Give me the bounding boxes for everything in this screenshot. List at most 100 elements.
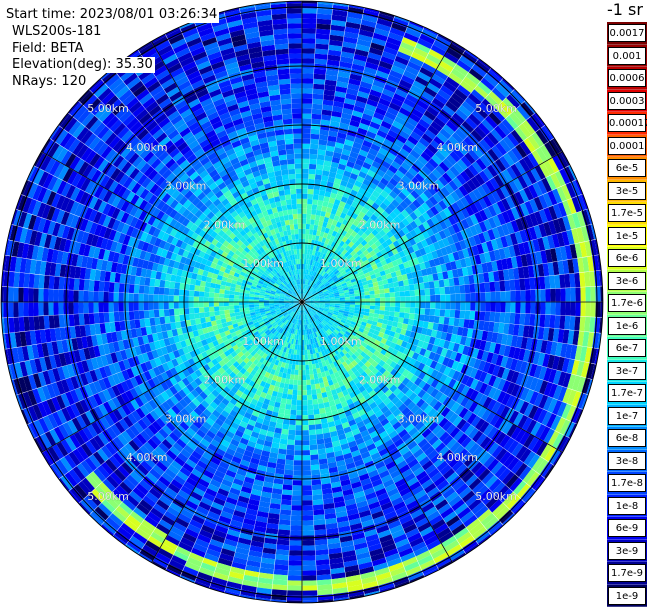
- range-gate: [306, 284, 309, 290]
- range-gate: [175, 424, 186, 435]
- range-gate: [158, 519, 173, 531]
- range-gate: [209, 586, 225, 593]
- range-gate: [295, 329, 298, 335]
- range-gate: [464, 193, 474, 205]
- range-gate: [169, 559, 185, 571]
- range-gate: [303, 319, 306, 325]
- range-gate: [330, 476, 341, 484]
- range-gate: [138, 552, 153, 563]
- range-gate: [302, 289, 305, 295]
- range-gate: [318, 291, 324, 295]
- range-gate: [296, 304, 301, 309]
- range-gate: [465, 494, 479, 507]
- range-gate: [458, 486, 472, 499]
- range-gate: [233, 417, 242, 426]
- range-gate: [316, 393, 323, 400]
- range-gate: [495, 158, 507, 172]
- range-gate: [341, 207, 349, 215]
- range-gate: [494, 464, 507, 479]
- range-gate: [240, 374, 248, 382]
- range-gate: [305, 369, 310, 376]
- range-gate: [330, 266, 336, 272]
- range-gate: [431, 97, 445, 109]
- range-gate: [319, 231, 325, 238]
- range-gate: [270, 447, 279, 454]
- range-gate: [303, 284, 305, 290]
- range-gate: [319, 252, 324, 259]
- range-gate: [430, 182, 441, 193]
- range-gate: [456, 448, 469, 460]
- range-gate: [475, 158, 487, 171]
- range-gate: [465, 376, 475, 388]
- range-gate: [313, 83, 325, 90]
- range-gate: [329, 562, 345, 570]
- range-gate: [206, 376, 215, 385]
- range-gate: [313, 245, 317, 251]
- range-gate: [325, 268, 331, 274]
- range-gate: [594, 348, 600, 365]
- range-gate: [463, 275, 470, 285]
- range-gate: [359, 324, 366, 330]
- range-gate: [425, 358, 433, 367]
- range-gate: [314, 303, 320, 305]
- range-gate: [342, 315, 348, 320]
- range-gate: [327, 49, 342, 57]
- range-gate: [344, 232, 351, 239]
- range-gate: [514, 428, 527, 443]
- range-gate: [336, 334, 342, 340]
- range-gate: [386, 443, 397, 453]
- range-gate: [81, 477, 95, 492]
- range-gate: [438, 230, 447, 240]
- range-gate: [391, 143, 402, 153]
- range-gate: [461, 266, 469, 277]
- range-gate: [426, 208, 435, 219]
- range-gate: [361, 19, 377, 28]
- range-gate: [202, 421, 212, 431]
- range-gate: [486, 192, 497, 205]
- range-gate: [261, 557, 275, 565]
- range-gate: [335, 327, 341, 333]
- range-gate: [200, 496, 214, 507]
- range-gate: [430, 139, 442, 151]
- range-gate: [465, 543, 479, 555]
- range-gate: [364, 236, 372, 243]
- range-gate: [102, 401, 113, 414]
- range-gate: [315, 554, 330, 561]
- range-gate: [345, 569, 360, 578]
- range-gate: [552, 188, 563, 204]
- range-gate: [364, 305, 371, 310]
- range-gate: [200, 562, 216, 572]
- range-gate: [304, 349, 308, 356]
- range-gate: [547, 354, 556, 369]
- range-gate: [388, 447, 400, 457]
- range-gate: [267, 461, 277, 469]
- range-gate: [456, 143, 468, 156]
- range-gate: [305, 324, 308, 330]
- range-gate: [250, 489, 262, 497]
- range-gate: [519, 313, 526, 326]
- range-gate: [282, 489, 293, 496]
- range-gate: [498, 248, 506, 260]
- range-gate: [394, 286, 400, 293]
- range-gate: [117, 406, 128, 419]
- range-gate: [475, 302, 481, 312]
- range-gate: [477, 81, 492, 95]
- range-gate: [333, 308, 340, 312]
- range-gate: [528, 405, 539, 420]
- range-gate: [315, 287, 321, 292]
- range-gate: [296, 405, 302, 411]
- range-gate: [330, 208, 338, 215]
- range-gate: [369, 309, 375, 314]
- range-gate: [177, 489, 191, 500]
- range-gate: [406, 117, 419, 127]
- range-gate: [77, 480, 92, 496]
- range-gate: [173, 550, 189, 562]
- range-gate: [284, 464, 294, 471]
- range-gate: [450, 191, 460, 202]
- range-gate: [410, 508, 424, 519]
- range-gate: [311, 289, 316, 294]
- range-gate: [253, 479, 264, 487]
- range-gate: [92, 451, 105, 465]
- range-gate: [204, 396, 213, 405]
- range-gate: [375, 302, 381, 306]
